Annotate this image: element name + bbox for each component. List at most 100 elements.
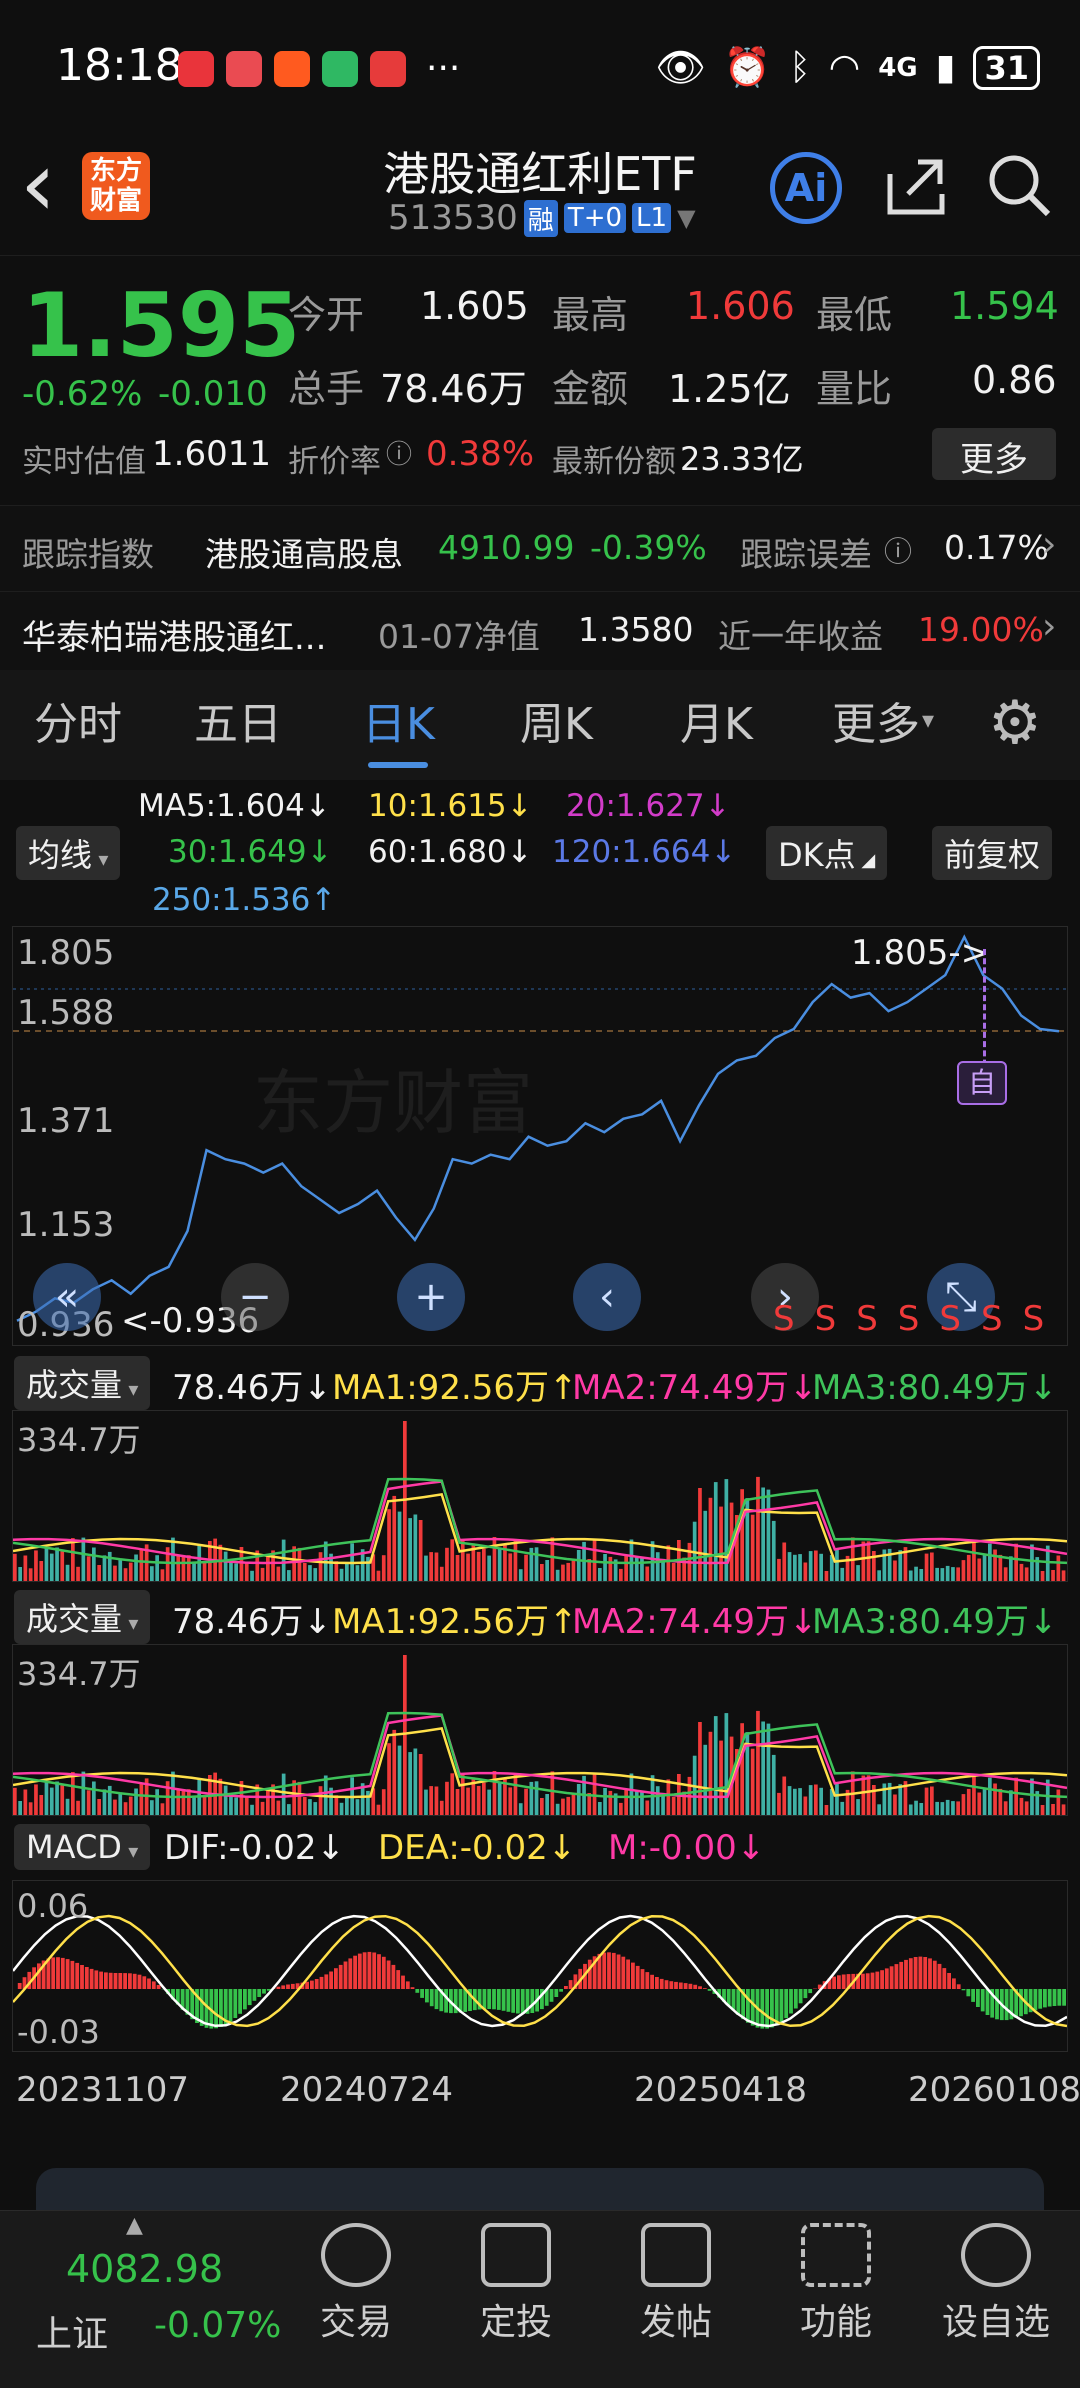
macd-bar [286, 1984, 290, 1989]
wifi-icon: ◠ [828, 47, 861, 88]
volume-bar [23, 1555, 28, 1581]
chevron-right-icon[interactable]: › [751, 1263, 819, 1331]
macd-bar [151, 1981, 156, 1989]
volume-chart-1[interactable]: 334.7万 [12, 1410, 1068, 1582]
volume-bar [376, 1804, 381, 1815]
gear-icon[interactable]: ⚙ [988, 688, 1042, 758]
active-tab-indicator [368, 762, 428, 768]
macd-bar [51, 1957, 56, 1989]
macd-bar [923, 1957, 928, 1989]
macd-bar [511, 1989, 516, 2013]
macd-dif: DIF:-0.02↓ [164, 1828, 346, 1868]
ai-button[interactable]: Ai [770, 152, 842, 224]
fund-row[interactable]: 华泰柏瑞港股通红... 01-07净值 1.3580 近一年收益 19.00% … [0, 591, 1080, 670]
ma120-label: 120:1.664↓ [552, 834, 737, 870]
tracking-row[interactable]: 跟踪指数 港股通高股息 4910.99 -0.39% 跟踪误差 ⓘ 0.17% … [0, 505, 1080, 591]
price-chart[interactable]: 东方财富 1.805 1.588 1.371 1.153 0.936 1.805… [12, 926, 1068, 1346]
zoom-out-left-icon[interactable]: « [33, 1263, 101, 1331]
volume-chart-2[interactable]: 334.7万 [12, 1644, 1068, 1816]
adjust-button[interactable]: 前复权 [932, 826, 1053, 880]
y-tick-4: 1.153 [17, 1205, 115, 1245]
volume-bar [645, 1800, 650, 1815]
tab-month-k[interactable]: 月K [680, 699, 753, 750]
marker-badge[interactable]: 自 [957, 1061, 1007, 1105]
macd-bar [544, 1989, 549, 2006]
volume-bar [1045, 1545, 1050, 1581]
minus-icon[interactable]: − [221, 1263, 289, 1331]
nav-watchlist[interactable]: 设自选 [936, 2211, 1056, 2345]
volume-legend-1: 成交量 ▾ 78.46万↓ MA1:92.56万↑ MA2:74.49万↓ MA… [0, 1350, 1080, 1410]
tab-minute[interactable]: 分时 [34, 699, 122, 750]
dk-button[interactable]: DK点 ◢ [766, 826, 888, 880]
volume-bar [297, 1781, 302, 1815]
tab-more[interactable]: 更多 [832, 699, 920, 750]
macd-bar [693, 1984, 698, 1989]
volume-bar [866, 1775, 871, 1815]
macd-bar [870, 1972, 875, 1989]
macd-bar [707, 1989, 712, 1991]
more-button[interactable]: 更多 [932, 428, 1056, 480]
volume-bar [92, 1781, 96, 1815]
nav-functions[interactable]: 功能 [776, 2211, 896, 2345]
nav-invest-plan[interactable]: 定投 [456, 2211, 576, 2345]
tab-week-k[interactable]: 周K [520, 699, 593, 750]
volume-bar [281, 1539, 286, 1581]
macd-chart[interactable]: 0.06 -0.03 [12, 1880, 1068, 2052]
volume-bar [418, 1754, 423, 1815]
volume-bar [1014, 1543, 1018, 1581]
volume-bar [856, 1565, 860, 1581]
y-tick-1: 1.805 [17, 933, 115, 973]
volume-bar [935, 1801, 939, 1815]
macd-bar [262, 1989, 266, 1994]
fund-name: 华泰柏瑞港股通红... [22, 618, 327, 658]
chevron-left-icon[interactable]: ‹ [573, 1263, 641, 1331]
volume-value: 78.46万 [380, 367, 527, 411]
macd-bar [688, 1983, 693, 1989]
volume-bar [761, 1721, 765, 1815]
macd-bar [583, 1963, 587, 1989]
nav-trade[interactable]: 交易 [296, 2211, 416, 2345]
volume-ma1: MA1:92.56万↑ [332, 1602, 578, 1642]
nav-post[interactable]: 发帖 [616, 2211, 736, 2345]
tab-five-day[interactable]: 五日 [194, 699, 282, 750]
macd-bar [372, 1952, 377, 1989]
macd-bar [564, 1986, 568, 1989]
volume-selector[interactable]: 成交量 ▾ [14, 1590, 151, 1644]
x-label-3: 20250418 [634, 2070, 808, 2110]
macd-bar [60, 1957, 65, 1989]
volume-bar [518, 1569, 523, 1581]
back-icon[interactable]: ‹ [20, 132, 56, 237]
volume-bar [1030, 1778, 1034, 1815]
volume-bar [735, 1749, 739, 1815]
volume-bar [239, 1781, 244, 1815]
volume-selector[interactable]: 成交量 ▾ [14, 1356, 151, 1410]
macd-bar [841, 1974, 846, 1989]
macd-selector[interactable]: MACD ▾ [14, 1824, 151, 1870]
fullscreen-icon[interactable]: ⤡ [927, 1263, 995, 1331]
search-icon[interactable] [986, 152, 1052, 218]
volume-bar [619, 1802, 623, 1815]
macd-bar [353, 1955, 357, 1989]
share-icon[interactable] [884, 154, 948, 218]
marker-line [983, 949, 986, 1084]
info-icon[interactable]: ⓘ [386, 440, 413, 470]
volume-bar [655, 1786, 660, 1815]
volume-bar [961, 1560, 966, 1581]
macd-bar [631, 1962, 635, 1989]
volume-bar [366, 1556, 370, 1581]
tracking-error-label: 跟踪误差 [740, 535, 872, 574]
volume-bar [555, 1569, 560, 1581]
chevron-up-icon[interactable]: ▲ [126, 2213, 143, 2238]
volume-bar [988, 1777, 992, 1815]
volume-ma3-line [12, 1711, 1068, 1799]
macd-bar [947, 1973, 951, 1989]
plus-icon[interactable]: + [397, 1263, 465, 1331]
volume-bar [165, 1781, 170, 1815]
volume-bar [86, 1790, 91, 1815]
chevron-down-icon[interactable]: ▼ [677, 204, 696, 232]
volume-bar [65, 1564, 70, 1581]
tab-day-k[interactable]: 日K [362, 699, 435, 750]
macd-bar [266, 1989, 271, 1991]
ma-selector[interactable]: 均线 ▾ [16, 826, 121, 880]
help-icon[interactable]: ⓘ [884, 535, 913, 568]
